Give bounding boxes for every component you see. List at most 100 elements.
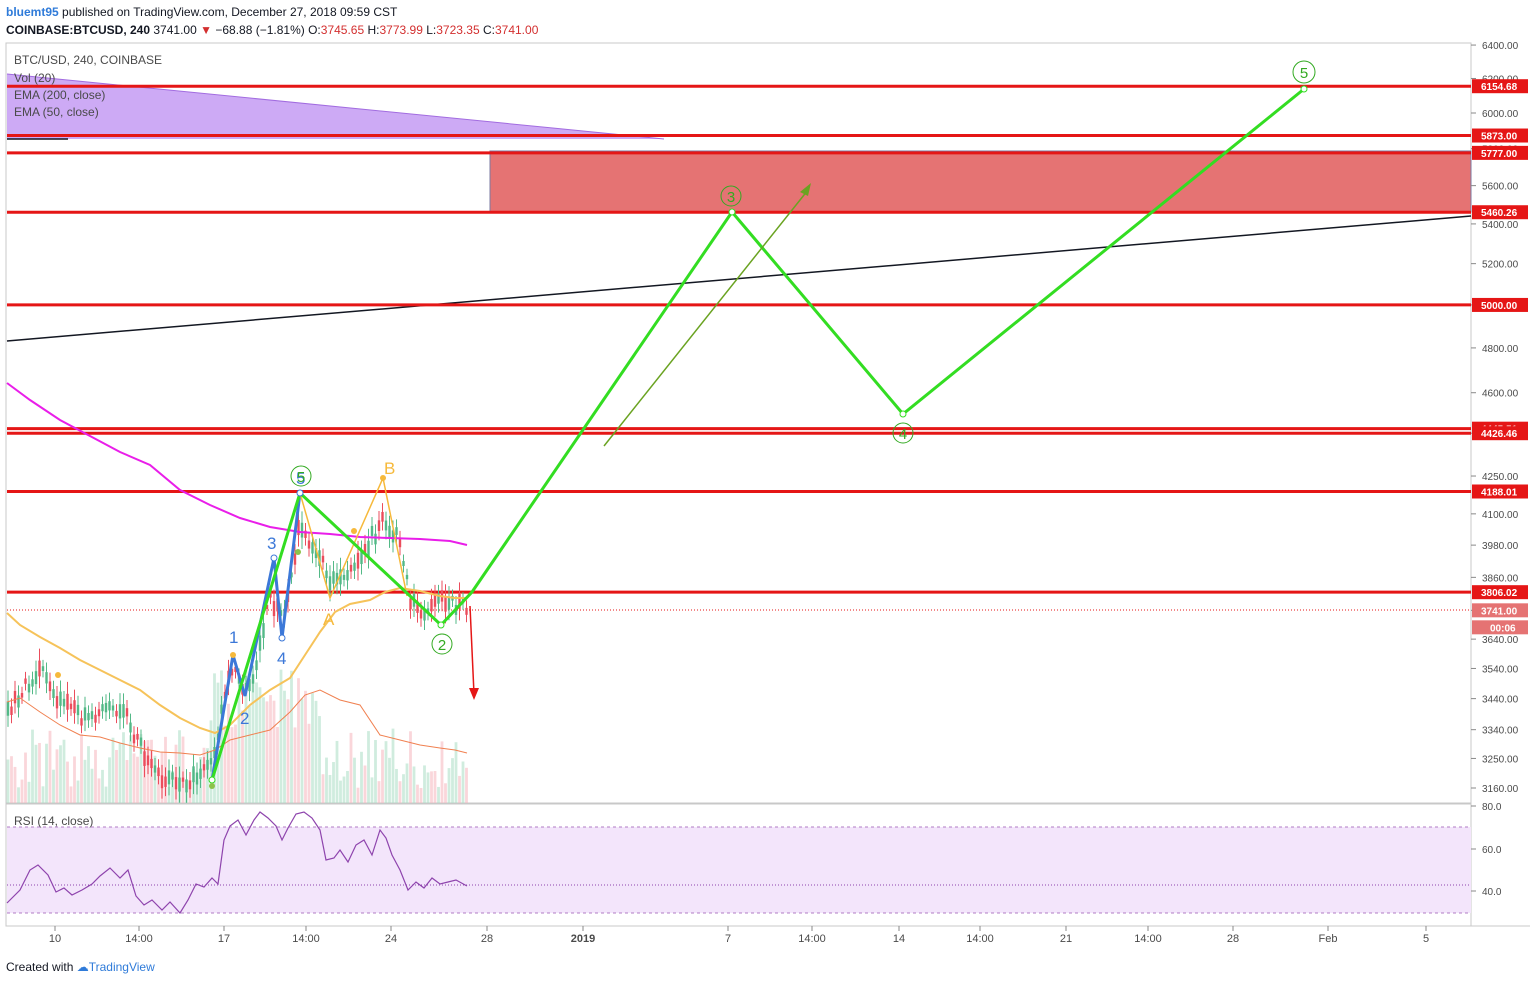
last-price: 3741.00 bbox=[153, 23, 197, 37]
level-tag-label: 6154.68 bbox=[1481, 82, 1518, 93]
candle-body bbox=[265, 604, 269, 610]
wave-label-4: 4 bbox=[277, 649, 286, 668]
legend-vol[interactable]: Vol (20) bbox=[14, 71, 56, 85]
candle-body bbox=[55, 696, 59, 709]
volume-bar bbox=[335, 740, 339, 803]
circle-label-5: 5 bbox=[1300, 65, 1308, 82]
volume-bar bbox=[90, 768, 94, 803]
level-tags: 6154.685873.005777.005460.265000.004445.… bbox=[1472, 79, 1528, 635]
volume-bar bbox=[255, 682, 258, 803]
candle-body bbox=[409, 598, 412, 610]
down-arrow[interactable] bbox=[469, 605, 475, 695]
candle-body bbox=[192, 766, 195, 783]
level-tag-bg bbox=[1472, 426, 1528, 441]
candle-body bbox=[342, 574, 346, 580]
candle-body bbox=[66, 693, 69, 710]
volume-bar bbox=[374, 740, 377, 803]
candle-body bbox=[300, 522, 304, 538]
projection-arrow[interactable] bbox=[603, 189, 809, 447]
volume-bar bbox=[342, 776, 346, 803]
volume-bar bbox=[314, 700, 318, 803]
waypoint-marker bbox=[295, 549, 301, 555]
candle-body bbox=[384, 520, 388, 531]
rsi-tick-label: 40.0 bbox=[1482, 887, 1502, 898]
candle-body bbox=[356, 552, 360, 569]
candle-body bbox=[423, 609, 426, 621]
time-tick-label: 14:00 bbox=[292, 933, 320, 945]
candle-body bbox=[188, 780, 192, 790]
candle-body bbox=[346, 570, 349, 581]
volume-bar bbox=[454, 742, 458, 803]
candle-body bbox=[398, 538, 402, 548]
candle-body bbox=[17, 695, 20, 708]
price-tick-label: 5200.00 bbox=[1482, 260, 1519, 271]
legend-ema200[interactable]: EMA (200, close) bbox=[14, 88, 106, 102]
volume-bar bbox=[339, 780, 342, 803]
volume-bar bbox=[220, 670, 223, 803]
volume-bar bbox=[45, 743, 48, 803]
volume-bar bbox=[94, 749, 97, 803]
volume-bar bbox=[258, 687, 262, 803]
candle-body bbox=[13, 690, 17, 704]
tradingview-brand[interactable]: TradingView bbox=[88, 960, 155, 974]
candle-body bbox=[104, 702, 108, 713]
volume-bar bbox=[360, 751, 363, 803]
candle-body bbox=[251, 674, 255, 684]
correction-wave-path[interactable] bbox=[299, 475, 408, 601]
candle-body bbox=[153, 765, 157, 773]
price-tick-label: 5400.00 bbox=[1482, 220, 1519, 231]
candle-body bbox=[360, 551, 363, 565]
price-tick-label: 4100.00 bbox=[1482, 510, 1519, 521]
volume-bar bbox=[426, 772, 430, 803]
resistance-zone[interactable] bbox=[489, 150, 1472, 213]
volume-bar bbox=[227, 703, 230, 803]
trendline[interactable] bbox=[6, 215, 1472, 342]
level-tag-label: 5873.00 bbox=[1481, 132, 1518, 143]
candle-body bbox=[48, 681, 52, 692]
volume-bar bbox=[223, 725, 227, 803]
time-tick-label: 7 bbox=[725, 933, 731, 945]
volume-bar bbox=[318, 716, 321, 803]
legend-rsi[interactable]: RSI (14, close) bbox=[14, 814, 94, 828]
time-tick-label: 28 bbox=[1227, 933, 1239, 945]
publisher-name[interactable]: bluemt95 bbox=[6, 5, 59, 19]
volume-bar bbox=[237, 691, 241, 803]
created-with-text: Created with bbox=[6, 960, 74, 974]
open-value: 3745.65 bbox=[320, 23, 365, 37]
volume-bar bbox=[444, 783, 447, 803]
volume-bar bbox=[108, 757, 111, 803]
candle-body bbox=[139, 737, 143, 746]
candle-body bbox=[136, 733, 139, 740]
candle-body bbox=[150, 758, 153, 769]
volume-bar bbox=[279, 669, 283, 803]
volume-bar bbox=[437, 786, 440, 803]
volume-bar bbox=[244, 670, 248, 803]
candle-body bbox=[230, 668, 234, 676]
last-price-tag-bg bbox=[1472, 603, 1528, 618]
volume-bar bbox=[241, 710, 244, 803]
candle-body bbox=[465, 607, 468, 615]
candle-body bbox=[321, 555, 325, 563]
waypoint-marker bbox=[899, 410, 907, 418]
price-change: −68.88 (−1.81%) bbox=[215, 23, 305, 37]
tradingview-logo-icon[interactable]: ☁ bbox=[76, 960, 89, 974]
time-axis[interactable]: 10 14:00 17 14:00 24 28 2019 7 14:00 14 14:00 21 14:… bbox=[49, 926, 1429, 945]
volume-bar bbox=[349, 732, 353, 803]
candle-body bbox=[31, 679, 34, 687]
candle-body bbox=[97, 709, 101, 717]
volume-bar bbox=[181, 736, 185, 803]
rsi-tick-label: 60.0 bbox=[1482, 845, 1502, 856]
symbol-label: COINBASE:BTCUSD, 240 bbox=[6, 23, 151, 37]
volume-bar bbox=[325, 757, 328, 803]
volume-bars bbox=[6, 669, 468, 803]
candle-body bbox=[202, 764, 206, 771]
time-tick-label: 17 bbox=[218, 933, 230, 945]
candle-body bbox=[297, 520, 300, 536]
candle-body bbox=[83, 707, 87, 721]
candle-body bbox=[10, 706, 13, 715]
level-tag-bg bbox=[1472, 79, 1528, 94]
volume-bar bbox=[265, 701, 269, 803]
candle-body bbox=[69, 703, 73, 710]
legend-ema50[interactable]: EMA (50, close) bbox=[14, 105, 99, 119]
